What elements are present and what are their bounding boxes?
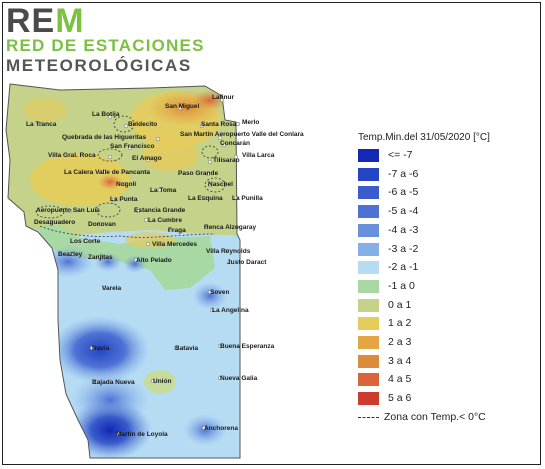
- place-label: Santa Rosa: [201, 121, 237, 128]
- legend-item-label: 1 a 2: [388, 317, 412, 330]
- place-label: La Tranca: [26, 121, 57, 128]
- place-label: San Martín Aeropuerto Valle del Conlara: [180, 131, 304, 138]
- legend-item-label: -4 a -3: [388, 223, 419, 236]
- place-label: La Angelina: [212, 307, 249, 314]
- place-label: Fraga: [168, 227, 186, 234]
- legend-swatch: [358, 149, 379, 162]
- temperature-fill: [6, 84, 240, 458]
- place-label: Los Corte: [70, 238, 101, 245]
- place-label: Villa Reynolds: [206, 248, 251, 255]
- legend-zone-label: Zona con Temp.< 0°C: [384, 411, 486, 423]
- place-label: Soven: [210, 289, 230, 296]
- place-label: Paso Grande: [178, 170, 218, 177]
- legend-item-label: 2 a 3: [388, 336, 412, 348]
- place-label: La Esquina: [188, 195, 223, 202]
- zone-below-zero-outline: [35, 115, 226, 238]
- legend-title: Temp.Min.del 31/05/2020 [°C]: [358, 132, 490, 143]
- place-label: Unión: [153, 378, 171, 385]
- legend-item-label: -5 a -4: [388, 205, 419, 218]
- legend-swatch: [358, 336, 379, 349]
- place-label: Zanjitas: [88, 254, 113, 261]
- logo-wordmark: REM: [6, 2, 85, 40]
- station-markers: [37, 97, 241, 437]
- legend-swatch: [358, 223, 379, 237]
- place-label: Aeropuerto San Luis: [36, 207, 100, 214]
- place-label: La Punilla: [232, 195, 263, 202]
- legend-item-label: <= -7: [388, 149, 413, 161]
- place-label: Estancia Grande: [134, 207, 186, 214]
- place-label: Varela: [102, 285, 122, 292]
- place-label: La Botija: [92, 111, 120, 118]
- place-label: Navia: [92, 345, 110, 352]
- place-label: Bajada Nueva: [92, 379, 135, 386]
- place-label: Lafinur: [212, 94, 234, 101]
- place-label: Quebrada de las Higueritas: [62, 134, 147, 141]
- place-label: Beldecito: [128, 121, 157, 128]
- place-label: Desaguadero: [34, 219, 75, 226]
- place-label: Justo Daract: [227, 259, 267, 266]
- dashed-line-icon: [358, 417, 379, 418]
- place-label: Buena Esperanza: [220, 343, 275, 350]
- logo-subtitle-line1: RED DE ESTACIONES: [6, 36, 205, 55]
- legend-item-label: -6 a -5: [388, 186, 419, 199]
- legend-swatch: [358, 186, 379, 200]
- temperature-legend: Temp.Min.del 31/05/2020 [°C] <= -7 -7 a -…: [358, 132, 490, 423]
- place-label: Concarán: [220, 140, 250, 147]
- legend-swatch: [358, 167, 379, 181]
- place-label: Tilisarao: [213, 157, 240, 164]
- legend-swatch: [358, 317, 379, 331]
- place-label: Merlo: [242, 119, 259, 126]
- logo-subtitle-line2: METEOROLÓGICAS: [6, 56, 192, 75]
- place-label: Batavia: [175, 345, 199, 352]
- place-label: Villa Larca: [242, 152, 275, 159]
- legend-item-label: -3 a -2: [388, 242, 419, 255]
- legend-item-label: -7 a -6: [388, 167, 419, 180]
- place-label: Nogolí: [116, 181, 136, 188]
- legend-swatch: [358, 261, 379, 275]
- place-label: Martín de Loyola: [116, 431, 168, 438]
- legend-item-label: 3 a 4: [388, 354, 412, 367]
- province-outline: [5, 83, 241, 459]
- place-label: Beazley: [58, 251, 83, 258]
- legend-swatch: [358, 392, 379, 406]
- legend-swatch: [358, 373, 379, 387]
- legend-item-label: -1 a 0: [388, 279, 415, 292]
- place-label: La Calera Valle de Pancanta: [64, 169, 150, 176]
- place-label: Nueva Galia: [220, 375, 258, 382]
- legend-item-label: 0 a 1: [388, 298, 412, 311]
- place-label: Renca Alzogaray: [204, 224, 257, 231]
- legend-swatch: [358, 298, 379, 312]
- legend-item-label: 4 a 5: [388, 373, 412, 386]
- place-label: Alto Pelado: [136, 257, 172, 264]
- place-label: Anchorena: [204, 425, 238, 432]
- legend-swatch: [358, 279, 379, 293]
- place-label: La Cumbre: [148, 217, 182, 224]
- place-label: El Amago: [132, 155, 162, 162]
- place-label: Donovan: [88, 221, 116, 228]
- legend-item-label: 5 a 6: [388, 392, 412, 405]
- legend-swatch: [358, 354, 379, 368]
- place-labels: Lafinur La Botija San Miguel La Tranca B…: [26, 94, 304, 438]
- place-label: Villa Gral. Roca: [48, 152, 96, 159]
- legend-item-label: -2 a -1: [388, 261, 419, 274]
- place-label: La Toma: [150, 187, 177, 194]
- place-label: La Punta: [110, 196, 138, 203]
- place-label: Villa Mercedes: [152, 241, 197, 248]
- place-label: San Francisco: [110, 143, 154, 150]
- place-label: Naschel: [208, 181, 233, 188]
- legend-swatch: [358, 205, 379, 219]
- legend-swatch: [358, 242, 379, 256]
- place-label: San Miguel: [165, 103, 200, 110]
